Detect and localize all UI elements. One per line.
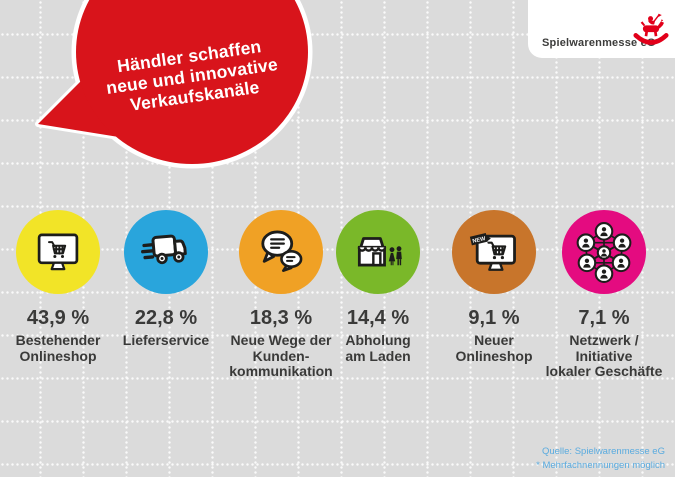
stat-circle bbox=[124, 210, 208, 294]
delivery-truck-icon bbox=[141, 234, 187, 265]
stat-column-abholung-am-laden: 14,4 % Abholung am Laden bbox=[313, 210, 443, 364]
source-note: Quelle: Spielwarenmesse eG * Mehrfachnen… bbox=[536, 445, 665, 474]
stat-value: 14,4 % bbox=[346, 307, 410, 329]
chat-bubbles-icon bbox=[261, 230, 303, 272]
brand-name: Spielwarenmesse eG bbox=[542, 37, 656, 49]
monitor-cart-icon bbox=[37, 233, 79, 271]
people-silhouettes bbox=[388, 246, 402, 266]
brand-logo-box: Spielwarenmesse eG bbox=[528, 0, 675, 58]
source-line: Quelle: Spielwarenmesse eG bbox=[541, 445, 665, 457]
new-badge: NEW bbox=[469, 233, 491, 246]
stat-circle bbox=[16, 210, 100, 294]
stat-column-lieferservice: 22,8 % Lieferservice bbox=[101, 210, 231, 349]
stat-column-neuer-onlineshop: NEW 9,1 % Neuer Onlineshop bbox=[429, 210, 559, 364]
stat-column-netzwerk: 7,1 % Netzwerk / Initiative lokaler Gesc… bbox=[539, 210, 669, 380]
stat-label: Neue Wege der Kunden- kommunikation bbox=[229, 332, 333, 379]
footnote-line: * Mehrfachnennungen möglich bbox=[536, 459, 665, 471]
network-icon bbox=[576, 222, 632, 283]
stat-circle bbox=[336, 210, 420, 294]
stat-label: Lieferservice bbox=[122, 332, 210, 348]
stat-label: Abholung am Laden bbox=[345, 332, 411, 364]
stat-value: 7,1 % bbox=[578, 307, 630, 329]
stat-column-bestehender-onlineshop: 43,9 % Bestehender Onlineshop bbox=[0, 210, 123, 364]
store-pickup-icon bbox=[357, 237, 402, 267]
stat-value: 9,1 % bbox=[468, 307, 520, 329]
stat-label: Netzwerk / Initiative lokaler Geschäfte bbox=[545, 332, 663, 379]
stat-value: 18,3 % bbox=[249, 307, 313, 329]
stat-value: 43,9 % bbox=[26, 307, 90, 329]
new-onlineshop-icon: NEW bbox=[469, 233, 516, 271]
stat-circle bbox=[239, 210, 323, 294]
rocking-horse-icon bbox=[633, 13, 669, 45]
stat-value: 22,8 % bbox=[134, 307, 198, 329]
stat-label: Bestehender Onlineshop bbox=[15, 332, 101, 364]
stat-label: Neuer Onlineshop bbox=[455, 332, 533, 364]
stat-circle bbox=[562, 210, 646, 294]
stat-column-kundenkommunikation: 18,3 % Neue Wege der Kunden- kommunikati… bbox=[216, 210, 346, 380]
speech-bubble bbox=[35, 0, 313, 169]
svg-text:NEW: NEW bbox=[472, 236, 487, 245]
stat-circle: NEW bbox=[452, 210, 536, 294]
